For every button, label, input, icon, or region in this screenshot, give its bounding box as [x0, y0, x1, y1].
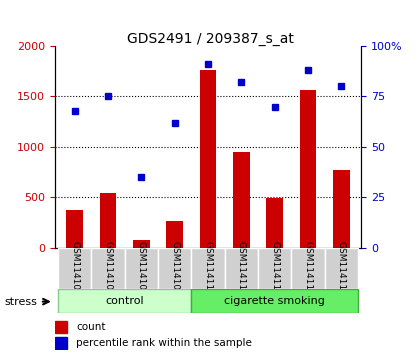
FancyBboxPatch shape: [191, 248, 225, 289]
Text: GSM114114: GSM114114: [337, 241, 346, 296]
Bar: [233, 152, 249, 248]
FancyBboxPatch shape: [291, 248, 325, 289]
FancyBboxPatch shape: [225, 248, 258, 289]
Bar: [133, 240, 150, 248]
FancyBboxPatch shape: [325, 248, 358, 289]
Text: GSM114110: GSM114110: [203, 241, 213, 296]
Bar: [333, 170, 349, 248]
Text: GSM114107: GSM114107: [103, 241, 113, 296]
Text: GDS2491 / 209387_s_at: GDS2491 / 209387_s_at: [126, 32, 294, 46]
Text: GSM114111: GSM114111: [237, 241, 246, 296]
FancyBboxPatch shape: [58, 289, 191, 313]
Bar: [66, 210, 83, 248]
Text: count: count: [76, 322, 105, 332]
FancyBboxPatch shape: [158, 248, 191, 289]
FancyBboxPatch shape: [91, 248, 125, 289]
Text: GSM114109: GSM114109: [170, 241, 179, 296]
Text: GSM114112: GSM114112: [270, 241, 279, 296]
Text: GSM114106: GSM114106: [70, 241, 79, 296]
Text: GSM114113: GSM114113: [303, 241, 312, 296]
Text: GSM114108: GSM114108: [137, 241, 146, 296]
Text: stress: stress: [4, 297, 37, 307]
Bar: [100, 193, 116, 248]
FancyBboxPatch shape: [258, 248, 291, 289]
Bar: [200, 70, 216, 248]
Bar: [55, 321, 67, 333]
Text: percentile rank within the sample: percentile rank within the sample: [76, 338, 252, 348]
Bar: [266, 198, 283, 248]
FancyBboxPatch shape: [58, 248, 91, 289]
Text: control: control: [105, 296, 144, 306]
Bar: [166, 221, 183, 248]
FancyBboxPatch shape: [125, 248, 158, 289]
Bar: [55, 337, 67, 349]
Bar: [299, 90, 316, 248]
Text: cigarette smoking: cigarette smoking: [224, 296, 325, 306]
FancyBboxPatch shape: [191, 289, 358, 313]
